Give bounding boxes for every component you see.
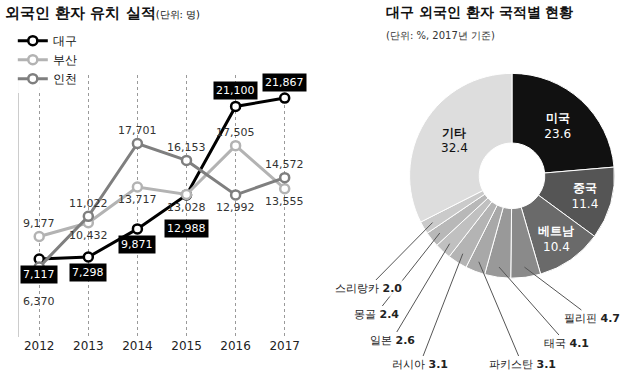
svg-text:파키스탄 3.1: 파키스탄 3.1 bbox=[489, 358, 556, 371]
svg-text:(단위: %, 2017년 기준): (단위: %, 2017년 기준) bbox=[386, 30, 495, 41]
svg-text:10,432: 10,432 bbox=[69, 229, 108, 242]
svg-text:21,867: 21,867 bbox=[265, 76, 304, 89]
svg-text:13,028: 13,028 bbox=[167, 201, 206, 214]
svg-text:베트남10.4: 베트남10.4 bbox=[538, 224, 574, 254]
svg-text:13,717: 13,717 bbox=[118, 193, 157, 206]
svg-text:17,505: 17,505 bbox=[216, 126, 255, 139]
svg-text:몽골 2.4: 몽골 2.4 bbox=[354, 308, 399, 321]
svg-text:12,992: 12,992 bbox=[216, 201, 255, 214]
svg-text:16,153: 16,153 bbox=[167, 141, 206, 154]
svg-text:9,177: 9,177 bbox=[23, 217, 55, 230]
svg-text:미국23.6: 미국23.6 bbox=[544, 111, 571, 141]
svg-text:2014: 2014 bbox=[122, 339, 153, 353]
svg-text:태국 4.1: 태국 4.1 bbox=[544, 337, 589, 350]
svg-text:2012: 2012 bbox=[24, 339, 55, 353]
svg-text:인천: 인천 bbox=[53, 72, 77, 86]
svg-text:대구 외국인 환자 국적별 현황: 대구 외국인 환자 국적별 현황 bbox=[386, 4, 574, 20]
svg-text:13,555: 13,555 bbox=[265, 195, 304, 208]
svg-text:17,701: 17,701 bbox=[118, 124, 157, 137]
svg-text:2016: 2016 bbox=[220, 339, 251, 353]
svg-text:필리핀 4.7: 필리핀 4.7 bbox=[564, 312, 620, 325]
svg-text:대구: 대구 bbox=[53, 34, 77, 48]
svg-text:21,100: 21,100 bbox=[216, 84, 255, 97]
svg-text:2013: 2013 bbox=[73, 339, 104, 353]
svg-text:스리랑카 2.0: 스리랑카 2.0 bbox=[335, 282, 402, 295]
svg-text:2015: 2015 bbox=[171, 339, 202, 353]
svg-text:2017: 2017 bbox=[269, 339, 300, 353]
svg-text:중국11.4: 중국11.4 bbox=[572, 181, 599, 211]
svg-text:7,117: 7,117 bbox=[23, 268, 55, 281]
svg-text:12,988: 12,988 bbox=[167, 222, 206, 235]
svg-text:외국인 환자 유치 실적(단위: 명): 외국인 환자 유치 실적(단위: 명) bbox=[5, 4, 200, 22]
svg-text:6,370: 6,370 bbox=[23, 295, 55, 308]
svg-text:러시아 3.1: 러시아 3.1 bbox=[392, 358, 448, 371]
svg-text:9,871: 9,871 bbox=[121, 238, 153, 251]
svg-text:부산: 부산 bbox=[53, 53, 77, 67]
svg-text:7,298: 7,298 bbox=[72, 266, 104, 279]
svg-text:14,572: 14,572 bbox=[265, 158, 304, 171]
svg-text:기타32.4: 기타32.4 bbox=[441, 126, 468, 156]
svg-text:11,022: 11,022 bbox=[69, 197, 108, 210]
svg-text:일본 2.6: 일본 2.6 bbox=[370, 334, 415, 347]
